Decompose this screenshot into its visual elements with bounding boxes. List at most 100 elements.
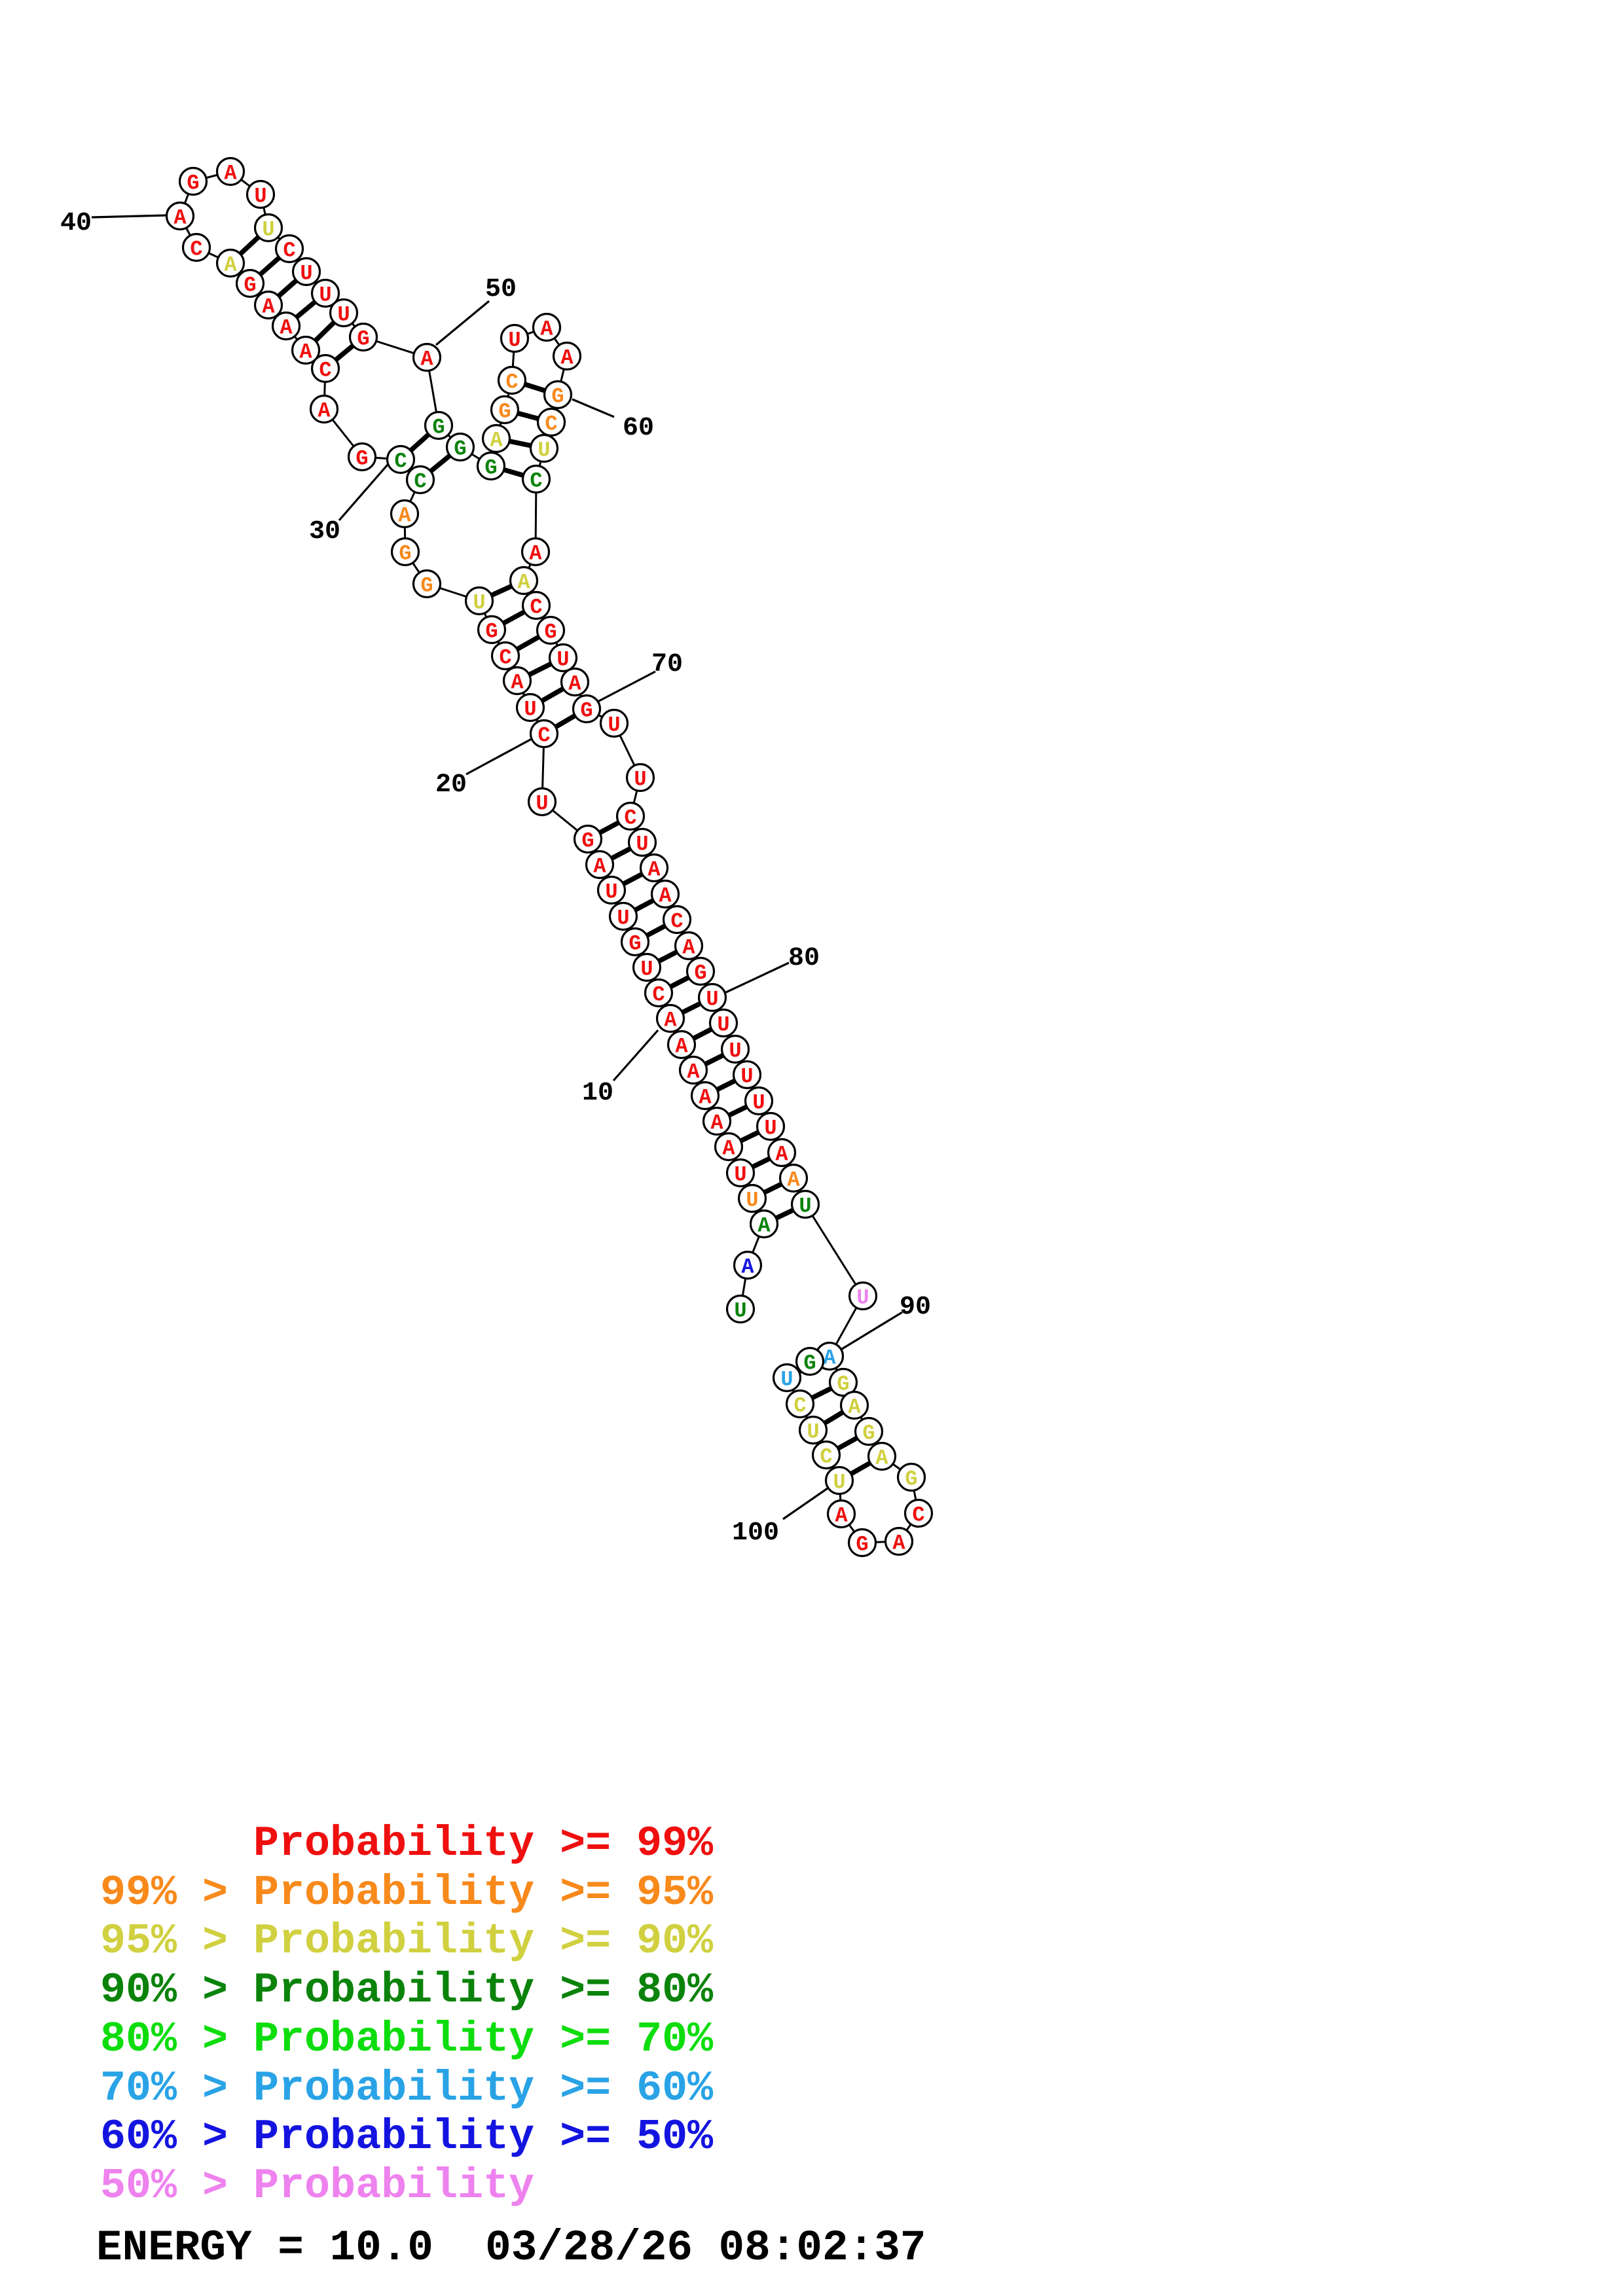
nucleotide-letter: A: [224, 253, 237, 278]
nucleotide-letter: A: [823, 1346, 836, 1371]
nucleotide-letter: C: [670, 910, 683, 934]
nucleotide-circle: [685, 956, 716, 986]
nucleotide-letter: G: [694, 961, 706, 986]
nucleotide-letter: U: [640, 958, 653, 982]
nucleotide-circle: [490, 395, 520, 425]
nucleotide-letter: A: [420, 348, 433, 372]
nucleotide-letter: U: [780, 1368, 793, 1392]
nucleotide-circle: [778, 1163, 809, 1193]
nucleotide-letter: A: [224, 162, 237, 186]
nucleotide-circle: [424, 410, 454, 440]
nucleotide-circle: [644, 978, 674, 1008]
nucleotide-letter: U: [764, 1117, 776, 1141]
nucleotide-letter: A: [540, 317, 553, 342]
nucleotide-letter: C: [190, 238, 202, 262]
nucleotide-circle: [310, 278, 340, 308]
position-label: 90: [900, 1293, 931, 1322]
nucleotide-circle: [215, 156, 246, 187]
nucleotide-circle: [309, 394, 339, 424]
nucleotide-circle: [720, 1034, 750, 1064]
label-leader-line: [435, 300, 490, 346]
label-leader-line: [612, 1029, 659, 1082]
nucleotide-letter: A: [835, 1504, 848, 1528]
legend-row: 95% > Probability >= 90%: [100, 1917, 714, 1965]
nucleotide-letter: U: [473, 591, 485, 615]
label-leader-line: [465, 738, 532, 776]
nucleotide-circle: [521, 464, 551, 494]
legend-row: 99% > Probability >= 95%: [100, 1869, 714, 1917]
nucleotide-letter: G: [454, 437, 466, 461]
nucleotide-letter: C: [414, 470, 426, 494]
nucleotide-circle: [662, 905, 692, 935]
nucleotide-circle: [608, 901, 638, 931]
label-leader-line: [841, 1311, 903, 1350]
nucleotide-letter: A: [687, 1060, 700, 1085]
nucleotide-circle: [826, 1499, 856, 1529]
nucleotide-circle: [828, 1367, 858, 1397]
nucleotide-letter: A: [875, 1446, 888, 1471]
nucleotide-letter: C: [499, 646, 511, 670]
nucleotide-circle: [627, 827, 657, 857]
nucleotide-circle: [520, 537, 551, 567]
nucleotide-circle: [445, 432, 475, 462]
nucleotide-circle: [509, 565, 539, 596]
position-label: 20: [435, 770, 467, 800]
nucleotide-letter: G: [862, 1422, 875, 1446]
nucleotide-letter: G: [581, 829, 594, 853]
nucleotide-circle: [666, 1030, 697, 1060]
label-leader-line: [724, 961, 790, 994]
nucleotide-letter: C: [793, 1394, 806, 1418]
nucleotide-letter: U: [524, 698, 536, 722]
nucleotide-circle: [405, 465, 435, 495]
nucleotide-circle: [702, 1106, 732, 1136]
nucleotide-letter: A: [262, 295, 275, 319]
nucleotide-circle: [599, 708, 629, 738]
nucleotide-circle: [165, 201, 195, 231]
nucleotide-circle: [854, 1416, 884, 1446]
nucleotide-letter: A: [664, 1009, 677, 1033]
nucleotide-letter: C: [319, 359, 331, 383]
nucleotide-letter: G: [485, 620, 498, 644]
nucleotide-letter: U: [300, 262, 312, 286]
nucleotide-letter: G: [803, 1352, 816, 1376]
nucleotide-letter: C: [545, 412, 557, 437]
legend-row: 70% > Probability >= 60%: [100, 2064, 714, 2113]
nucleotide-circle: [725, 1158, 756, 1188]
nucleotide-circle: [620, 927, 650, 957]
legend-row: 90% > Probability >= 80%: [100, 1966, 714, 2015]
nucleotide-letter: A: [710, 1111, 723, 1136]
nucleotide-circle: [347, 442, 377, 472]
nucleotide-circle: [839, 1390, 869, 1420]
position-label: 30: [309, 517, 340, 547]
nucleotide-letter: U: [833, 1471, 845, 1495]
nucleotide-letter: A: [699, 1086, 712, 1110]
nucleotide-circle: [497, 365, 527, 395]
nucleotide-circle: [476, 451, 506, 481]
nucleotide-letter: G: [187, 171, 199, 196]
nucleotide-letter: G: [837, 1372, 849, 1397]
nucleotide-circle: [795, 1346, 825, 1376]
nucleotide-letter: A: [775, 1143, 788, 1167]
nucleotide-circle: [749, 1209, 779, 1239]
nucleotide-letter: G: [399, 542, 411, 566]
nucleotide-letter: G: [432, 416, 445, 440]
nucleotide-letter: U: [337, 303, 350, 327]
nucleotide-circle: [291, 335, 321, 365]
nucleotide-circle: [678, 1055, 708, 1085]
nucleotide-circle: [632, 952, 662, 982]
nucleotide-circle: [811, 1440, 841, 1470]
nucleotide-circle: [560, 667, 590, 697]
legend-row: 50% > Probability: [100, 2162, 535, 2210]
nucleotide-circle: [785, 1389, 815, 1419]
nucleotide-circle: [573, 824, 603, 854]
nucleotide-circle: [253, 213, 283, 243]
nucleotide-letter: G: [484, 456, 497, 480]
label-leader-line: [597, 670, 656, 703]
nucleotide-circle: [903, 1498, 934, 1528]
nucleotide-letter: U: [752, 1091, 765, 1115]
nucleotide-circle: [515, 692, 545, 723]
nucleotide-circle: [596, 875, 627, 905]
nucleotide-letter: U: [740, 1065, 753, 1089]
nucleotide-letter: A: [560, 346, 574, 370]
